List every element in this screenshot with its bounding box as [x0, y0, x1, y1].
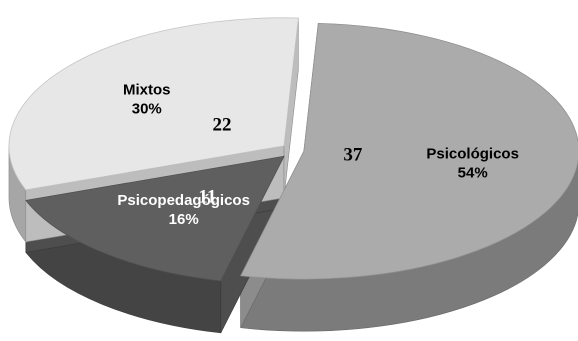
pie-tops — [8, 17, 578, 282]
pie-slice-0 — [240, 22, 578, 280]
slice-label-0: Psicológicos 54% — [426, 145, 519, 181]
pie-slice-2 — [8, 17, 299, 191]
slice-label-2: Mixtos 30% — [123, 82, 171, 118]
slice-value-2: 22 — [213, 115, 232, 136]
slice-category-2: Mixtos — [123, 82, 171, 99]
pie-labels: Psicológicos 54% 37 Psicopedagógicos 16% 11 Mi… — [117, 82, 519, 228]
slice-category-0: Psicológicos — [426, 145, 519, 162]
slice-percent-1: 16% — [169, 211, 199, 228]
slice-value-1: 11 — [198, 187, 216, 208]
pie-slice-1 — [25, 155, 285, 282]
slice-percent-0: 54% — [458, 164, 488, 181]
slice-value-0: 37 — [343, 144, 363, 165]
slice-percent-2: 30% — [132, 101, 162, 118]
slice-category-1: Psicopedagógicos — [117, 192, 250, 209]
slice-label-1: Psicopedagógicos 16% — [117, 192, 250, 228]
